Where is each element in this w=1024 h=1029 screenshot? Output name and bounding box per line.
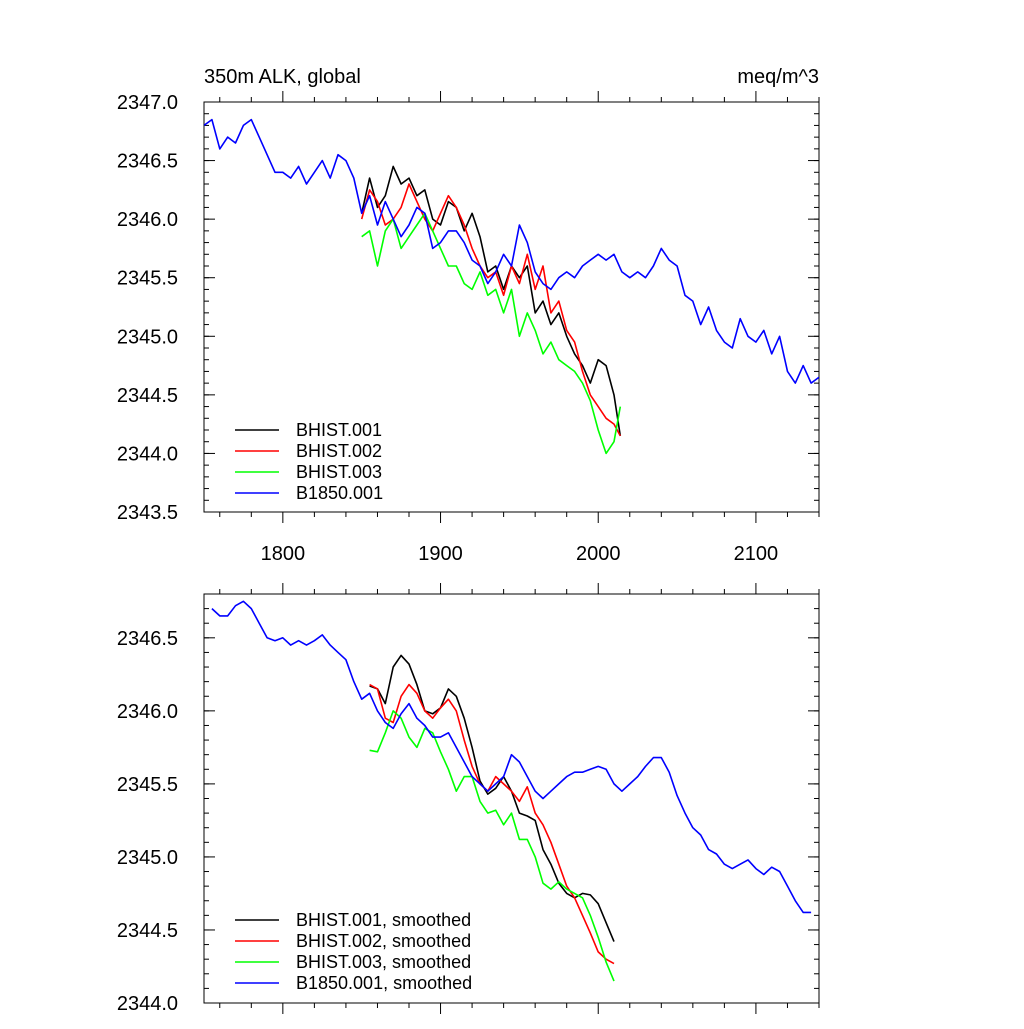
y-tick-label: 2343.5: [117, 502, 178, 524]
legend-label: BHIST.001, smoothed: [296, 910, 471, 930]
y-tick-label: 2344.5: [117, 385, 178, 407]
y-tick-label: 2345.0: [117, 326, 178, 348]
plot-frame: [203, 101, 820, 513]
legend-label: BHIST.003, smoothed: [296, 952, 471, 972]
chart-panel-1: 2343.5 2344.0 2344.5 2345.0 2345.5 2346.0 2346…: [117, 66, 820, 565]
y-tick-label: 2346.5: [117, 151, 178, 173]
y-tick-label: 2344.0: [117, 443, 178, 465]
y-tick-label: 2345.0: [117, 847, 178, 869]
y-tick-label: 2346.5: [117, 628, 178, 650]
series-line-bhist-002-smoothed: [369, 683, 615, 965]
x-tick-label: 2000: [576, 543, 621, 565]
y-tick-label: 2344.0: [117, 993, 178, 1015]
series-line-bhist-003-smoothed: [369, 710, 615, 982]
legend-label: BHIST.002, smoothed: [296, 931, 471, 951]
legend-label: BHIST.003: [296, 462, 382, 482]
y-tick-label: 2346.0: [117, 701, 178, 723]
y-tick-label: 2345.5: [117, 774, 178, 796]
y-tick-label: 2346.0: [117, 209, 178, 231]
chart-units-label: meq/m^3: [737, 66, 819, 88]
legend-label: BHIST.001: [296, 420, 382, 440]
x-tick-label: 1900: [418, 543, 463, 565]
series-line-bhist-002: [360, 183, 622, 437]
chart-title: 350m ALK, global: [204, 66, 361, 88]
x-tick-label: 1800: [261, 543, 306, 565]
series-line-bhist-001-smoothed: [369, 654, 615, 942]
series-line-bhist-003: [361, 212, 622, 455]
y-tick-label: 2345.5: [117, 268, 178, 290]
x-tick-label: 2100: [734, 543, 779, 565]
chart-panel-2: 2344.0 2344.5 2345.0 2345.5 2346.0 2346.5 BHIS…: [117, 583, 820, 1015]
legend-label: B1850.001: [296, 483, 383, 503]
legend-label: B1850.001, smoothed: [296, 973, 472, 993]
series-line-b1850-001-smoothed: [211, 600, 812, 914]
y-tick-label: 2344.5: [117, 920, 178, 942]
legend-label: BHIST.002: [296, 441, 382, 461]
series-line-b1850-001: [204, 118, 819, 384]
y-tick-label: 2347.0: [117, 92, 178, 114]
